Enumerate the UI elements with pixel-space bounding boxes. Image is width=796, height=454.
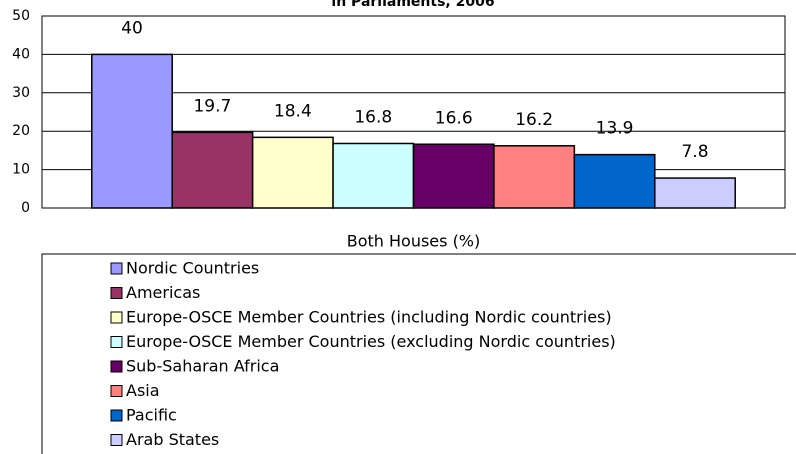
bar: [493, 145, 576, 209]
bar: [91, 53, 173, 209]
legend-swatch: [110, 287, 123, 299]
legend-label: Sub-Saharan Africa: [126, 357, 279, 376]
legend-label: Americas: [126, 283, 200, 302]
y-tick-label: 20: [12, 123, 30, 139]
value-label: 16.2: [515, 110, 553, 130]
bar: [332, 142, 415, 209]
legend-swatch: [110, 262, 123, 275]
legend-swatch: [110, 336, 123, 348]
legend-label: Asia: [126, 381, 160, 400]
y-tick-label: 0: [21, 200, 30, 216]
legend-swatch: [110, 409, 123, 422]
value-label: 16.8: [354, 107, 392, 127]
bar: [412, 143, 495, 209]
value-label: 40: [121, 18, 143, 38]
legend-swatch: [110, 434, 123, 446]
legend-label: Europe-OSCE Member Countries (excluding …: [126, 332, 616, 351]
x-tick-label: Both Houses (%): [347, 232, 481, 251]
bar: [654, 177, 736, 209]
value-label: 7.8: [681, 142, 708, 162]
value-label: 19.7: [193, 96, 231, 116]
legend-label: Nordic Countries: [126, 259, 259, 278]
value-label: 18.4: [274, 101, 312, 121]
bar: [171, 131, 254, 209]
legend-label: Arab States: [126, 430, 219, 449]
legend-label: Europe-OSCE Member Countries (including …: [126, 308, 612, 327]
y-tick-label: 50: [12, 8, 30, 24]
legend-swatch: [110, 360, 123, 373]
bar: [251, 136, 334, 209]
value-label: 16.6: [435, 108, 473, 128]
chart-title: in Parliaments, 2006: [331, 0, 494, 10]
y-tick-label: 10: [12, 162, 30, 178]
legend-swatch: [110, 385, 123, 397]
y-tick-label: 40: [12, 46, 30, 62]
y-tick-label: 30: [12, 85, 30, 101]
legend-label: Pacific: [126, 406, 177, 425]
value-label: 13.9: [596, 119, 634, 139]
bar: [573, 153, 656, 209]
legend-swatch: [110, 311, 123, 324]
legend-box: [41, 253, 796, 454]
